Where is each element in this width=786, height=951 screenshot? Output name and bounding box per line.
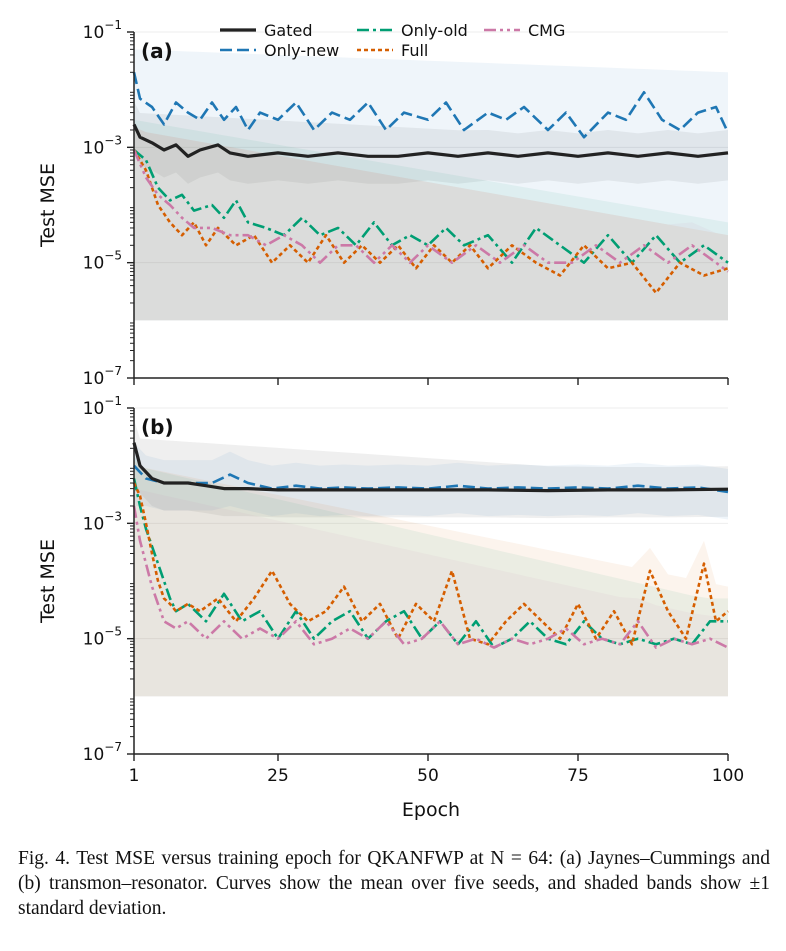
series-line-full [132, 149, 729, 295]
legend-label-only-old: Only-old [401, 21, 468, 40]
band-only-new [134, 442, 728, 520]
y-axis-label: Test MSE [37, 539, 59, 624]
band-gated [134, 419, 728, 519]
y-tick-label: 10−1 [83, 394, 122, 419]
x-axis-label: Epoch [402, 799, 460, 821]
y-tick-label: 10−5 [83, 249, 122, 274]
panel-b: 10−7 10−5 10−3 10−1 1 25 50 75 100 Test MSE Epoch (… [37, 394, 744, 821]
x-tick-label: 100 [712, 766, 744, 786]
band-only-old [134, 119, 728, 321]
y-axis-label: Test MSE [37, 163, 59, 248]
band-gated [134, 101, 728, 184]
band-only-old [134, 455, 728, 697]
legend-label-cmg: CMG [528, 21, 565, 40]
band-cmg [134, 483, 728, 697]
panel-label: (b) [141, 415, 174, 439]
series-line-gated [132, 442, 729, 493]
figure: 10−7 10−5 10−3 10−1 Test MSE (a) 10−7 10−5 10−3… [37, 18, 744, 821]
band-cmg [134, 127, 728, 321]
x-tick-label: 25 [267, 766, 289, 786]
series-line-only-new [133, 464, 729, 494]
band-full [134, 127, 728, 321]
x-tick-label: 1 [129, 766, 140, 786]
panel-a: 10−7 10−5 10−3 10−1 Test MSE (a) [37, 18, 730, 389]
series-line-only-old [133, 149, 729, 264]
panel-label: (a) [141, 39, 173, 63]
y-tick-label: 10−1 [83, 18, 122, 43]
y-tick-label: 10−3 [83, 509, 122, 534]
y-tick-label: 10−7 [83, 740, 122, 765]
series-line-only-new [132, 72, 730, 139]
series-line-gated [132, 123, 729, 158]
y-tick-label: 10−3 [83, 133, 122, 158]
legend-label-full: Full [401, 41, 428, 60]
figure-caption: Fig. 4. Test MSE versus training epoch f… [18, 848, 770, 919]
series-line-cmg [132, 149, 729, 273]
x-tick-label: 75 [567, 766, 589, 786]
y-tick-label: 10−7 [83, 364, 122, 389]
y-tick-label: 10−5 [83, 625, 122, 650]
series-line-full [132, 482, 729, 646]
x-tick-label: 50 [417, 766, 439, 786]
legend-label-only-new: Only-new [264, 41, 339, 60]
legend-label-gated: Gated [264, 21, 312, 40]
band-full [134, 460, 728, 697]
